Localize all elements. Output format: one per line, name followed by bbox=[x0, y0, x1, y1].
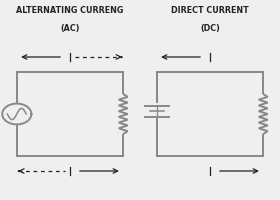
Text: (AC): (AC) bbox=[60, 24, 80, 33]
Text: ALTERNATING CURRENG: ALTERNATING CURRENG bbox=[16, 6, 124, 15]
Text: DIRECT CURRENT: DIRECT CURRENT bbox=[171, 6, 249, 15]
Text: (DC): (DC) bbox=[200, 24, 220, 33]
